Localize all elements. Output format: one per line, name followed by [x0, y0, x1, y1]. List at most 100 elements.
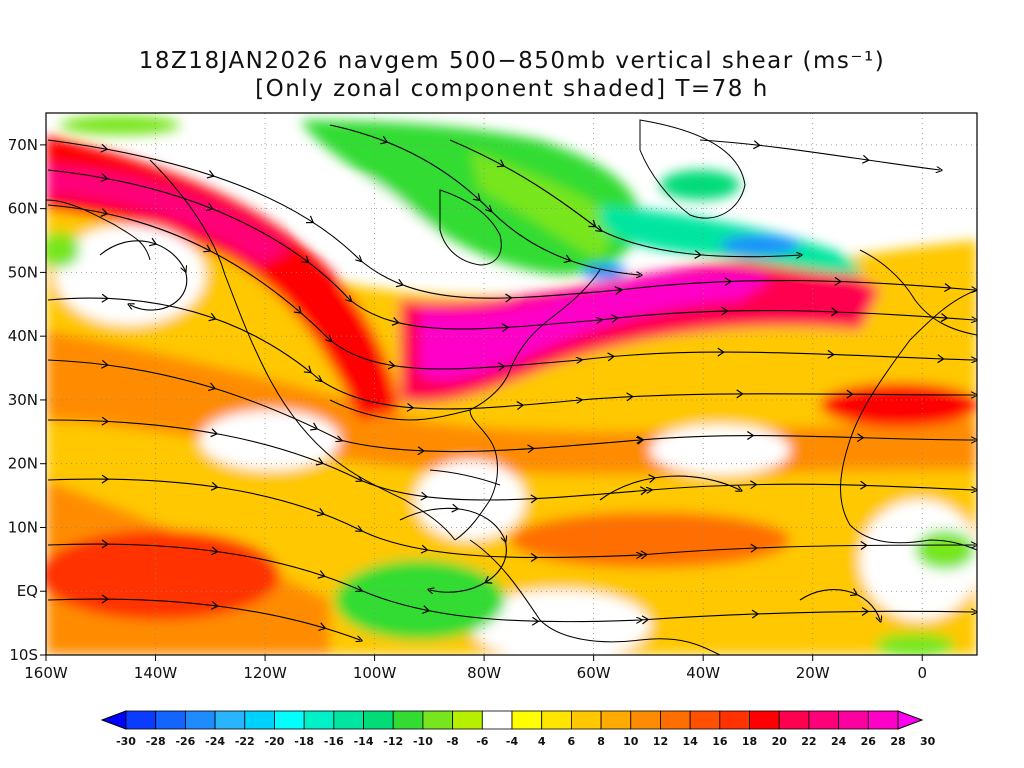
streamline-arrowhead — [860, 480, 868, 490]
shading-red-tropical-pacific — [46, 530, 280, 620]
streamline-arrowhead — [750, 480, 758, 490]
colorbar-swatch — [749, 710, 780, 730]
streamline-arrowhead — [100, 208, 109, 217]
map-frame — [45, 112, 978, 656]
colorbar-tick-label: -8 — [446, 735, 458, 748]
streamline-arrowhead — [937, 354, 945, 364]
colorbar-tick-label: -24 — [205, 735, 225, 748]
colorbar: -30 -28 -26 -24 -22 -20 -18 -16 -14 -12 -10 -8 -6 -4 4… — [100, 710, 936, 748]
streamline-arrowhead — [849, 588, 859, 597]
streamline-arrowhead — [607, 352, 615, 362]
streamline — [329, 124, 640, 275]
streamline-arrowhead — [753, 140, 761, 150]
colorbar-tick-label: 20 — [772, 735, 788, 748]
colorbar-max-arrow — [897, 710, 924, 730]
streamline-arrowhead — [721, 306, 729, 316]
colorbar-tick-label: 14 — [682, 735, 698, 748]
streamline-arrowhead — [101, 359, 109, 369]
colorbar-swatch — [244, 710, 275, 730]
map-plot-area — [46, 113, 977, 655]
streamline-arrowhead — [472, 193, 481, 202]
lat-tick-label: 30N — [8, 391, 38, 409]
streamline-arrowhead — [611, 314, 619, 324]
streamline — [599, 475, 740, 501]
streamline-arrowhead — [406, 402, 415, 412]
colorbar-swatch — [214, 710, 246, 730]
shading-green-alaska-coast — [46, 232, 80, 268]
streamline-arrowhead — [101, 416, 110, 426]
streamline-arrowhead — [736, 389, 744, 399]
lat-tick-label: 60N — [8, 200, 38, 218]
colorbar-swatch — [274, 710, 305, 730]
colorbar-tick-label: -12 — [383, 735, 403, 748]
streamline-arrowhead — [318, 622, 327, 632]
streamline-arrowhead — [846, 389, 854, 399]
shading-white-east-pacific — [200, 410, 340, 470]
colorbar-tick-label: -30 — [116, 735, 136, 748]
colorbar-swatch — [689, 710, 721, 730]
latitude-axis: 10S EQ 10N 20N 30N 40N 50N 60N 70N — [8, 136, 46, 664]
colorbar-tick-label: 26 — [861, 735, 877, 748]
colorbar-swatch — [422, 710, 454, 730]
streamline-arrowhead — [306, 215, 315, 224]
colorbar-swatch — [570, 710, 602, 730]
streamline-arrowhead — [208, 312, 217, 322]
colorbar-swatch — [452, 710, 483, 730]
colorbar-tick-label: -16 — [324, 735, 344, 748]
lat-tick-label: 40N — [8, 327, 38, 345]
colorbar-min-arrow — [100, 710, 127, 730]
shading-green-greenland — [660, 170, 740, 200]
shading-red-low-lat-atlantic — [510, 512, 790, 568]
streamline-arrowhead — [641, 615, 650, 625]
streamline — [47, 169, 975, 330]
streamline-arrowhead — [210, 481, 219, 491]
streamline-arrowhead — [301, 255, 310, 264]
streamline-arrowhead — [856, 433, 865, 443]
lat-tick-label: EQ — [17, 582, 38, 600]
lon-tick-label: 80W — [467, 664, 501, 682]
coastline-north-america-west — [149, 159, 456, 541]
streamline-arrowhead — [100, 143, 109, 153]
streamline-arrowhead — [531, 616, 540, 626]
lat-tick-label: 10N — [8, 518, 38, 536]
streamline — [799, 589, 880, 620]
colorbar-swatch — [838, 710, 869, 730]
colorbar-tick-label: 6 — [568, 735, 576, 748]
longitude-axis: 160W 140W 120W 100W 80W 60W 40W 20W 0 — [24, 655, 927, 682]
streamline-arrowhead — [496, 159, 505, 168]
shading-blue-labrador-sea-core — [720, 235, 800, 255]
shading-white-central-atlantic — [650, 425, 790, 475]
streamline-arrowhead — [530, 552, 539, 562]
streamline-arrowhead — [834, 276, 842, 286]
streamline-arrowhead — [827, 349, 835, 359]
shading-green-arctic-top — [60, 115, 180, 135]
shear-streamlines — [47, 124, 975, 640]
colorbar-tick-label: -28 — [146, 735, 166, 748]
colorbar-tick-label: -20 — [265, 735, 285, 748]
streamline-arrowhead — [944, 283, 952, 293]
lon-tick-label: 160W — [24, 664, 68, 682]
colorbar-swatch — [184, 710, 216, 730]
colorbar-swatch — [808, 710, 840, 730]
lon-tick-label: 100W — [353, 664, 397, 682]
colorbar-tick-label: 4 — [538, 735, 546, 748]
colorbar-swatch — [511, 710, 543, 730]
colorbar-swatch — [333, 710, 364, 730]
streamline-arrowhead — [648, 474, 657, 484]
streamline-arrowhead — [208, 382, 217, 392]
colorbar-tick-label: -10 — [413, 735, 433, 748]
streamline-arrowhead — [830, 307, 839, 317]
streamline-arrowhead — [940, 313, 949, 323]
streamline — [47, 598, 360, 640]
streamline-arrowhead — [640, 550, 649, 560]
colorbar-tick-label: -22 — [235, 735, 255, 748]
shading-green-east-pacific-equator — [335, 560, 505, 640]
coastline-south-america — [469, 539, 721, 655]
streamline-arrowhead — [530, 494, 539, 504]
streamline-arrowhead — [563, 254, 572, 264]
streamline-arrowhead — [420, 544, 429, 554]
streamline-arrowhead — [101, 474, 110, 484]
streamline — [47, 204, 975, 370]
map-title-line-1: 18Z18JAN2026 navgem 500−850mb vertical s… — [138, 48, 886, 74]
